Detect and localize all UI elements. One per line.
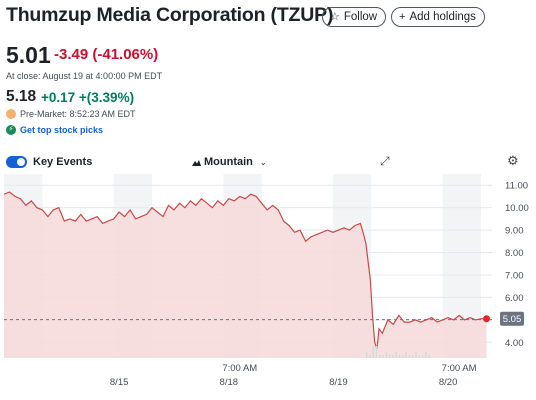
- current-price-badge: [500, 311, 524, 326]
- y-tick-label: 4.00: [505, 338, 524, 349]
- top-picks-link[interactable]: ⚡ Get top stock picks: [6, 125, 103, 135]
- volume-bar: [411, 355, 414, 358]
- top-picks-label: Get top stock picks: [20, 125, 104, 135]
- volume-bar: [428, 355, 430, 358]
- chart-style-dropdown[interactable]: Mountain ⌄: [192, 156, 267, 168]
- last-price-dot: [483, 315, 491, 323]
- close-timestamp: At close: August 19 at 4:00:00 PM EDT: [6, 71, 163, 81]
- sunrise-icon: [6, 109, 16, 119]
- x-session-label: 7:00 AM: [442, 363, 477, 374]
- y-tick-label: 7.00: [505, 270, 524, 281]
- volume-bar: [382, 355, 384, 358]
- volume-bar: [388, 355, 391, 358]
- premarket-change: +0.17 +(3.39%): [41, 90, 135, 105]
- volume-bar: [372, 346, 374, 358]
- y-tick-label: 9.00: [505, 226, 524, 237]
- premarket-note: Pre-Market: 8:52:23 AM EDT: [20, 109, 136, 119]
- key-events-toggle[interactable]: [6, 156, 27, 168]
- price-line: [3, 191, 487, 350]
- y-tick-label: 8.00: [505, 248, 524, 259]
- add-holdings-button[interactable]: + Add holdings: [391, 7, 485, 27]
- star-icon: ☆: [330, 11, 340, 23]
- gear-icon[interactable]: ⚙: [507, 153, 519, 168]
- chart-style-label: Mountain: [204, 156, 253, 168]
- volume-bar: [365, 352, 368, 358]
- volume-bar: [379, 355, 381, 358]
- price-chart[interactable]: 11.0010.009.008.007.006.005.004.005.057:…: [0, 170, 536, 396]
- volume-bar: [385, 352, 388, 358]
- volume-bar: [425, 352, 427, 358]
- add-holdings-label: Add holdings: [409, 11, 476, 23]
- lightning-icon: ⚡: [6, 125, 16, 135]
- x-session-label: 7:00 AM: [222, 363, 257, 374]
- follow-label: Follow: [343, 11, 378, 23]
- premarket-timestamp: Pre-Market: 8:52:23 AM EDT: [6, 109, 136, 119]
- volume-bar: [398, 355, 401, 358]
- volume-bar: [418, 355, 421, 358]
- expand-icon[interactable]: ⤢: [380, 154, 390, 168]
- chevron-down-icon: ⌄: [259, 157, 267, 167]
- volume-bar: [369, 355, 371, 358]
- volume-bar: [375, 346, 378, 358]
- volume-bar: [392, 355, 394, 358]
- premarket-price: 5.18: [6, 88, 37, 105]
- volume-bar: [408, 355, 411, 358]
- page-title: Thumzup Media Corporation (TZUP): [6, 4, 334, 26]
- current-price-label: 5.05: [503, 314, 522, 325]
- follow-button[interactable]: ☆ Follow: [322, 7, 387, 27]
- x-date-label: 8/20: [439, 377, 458, 388]
- price-change: -3.49 (-41.06%): [54, 46, 159, 63]
- plus-icon: +: [399, 11, 406, 23]
- y-tick-label: 10.00: [505, 203, 529, 214]
- mountain-icon: [192, 159, 201, 166]
- y-tick-label: 11.00: [505, 181, 528, 192]
- volume-bar: [402, 355, 404, 358]
- x-date-label: 8/18: [220, 377, 239, 388]
- y-tick-label: 6.00: [505, 293, 524, 304]
- volume-bar: [415, 352, 417, 358]
- x-date-label: 8/15: [110, 377, 129, 388]
- last-price: 5.01: [6, 42, 51, 68]
- price-area: [4, 192, 487, 358]
- volume-bar: [405, 352, 407, 358]
- key-events-label: Key Events: [33, 156, 93, 168]
- volume-bar: [421, 355, 424, 358]
- x-date-label: 8/19: [329, 377, 348, 388]
- volume-bar: [395, 352, 397, 358]
